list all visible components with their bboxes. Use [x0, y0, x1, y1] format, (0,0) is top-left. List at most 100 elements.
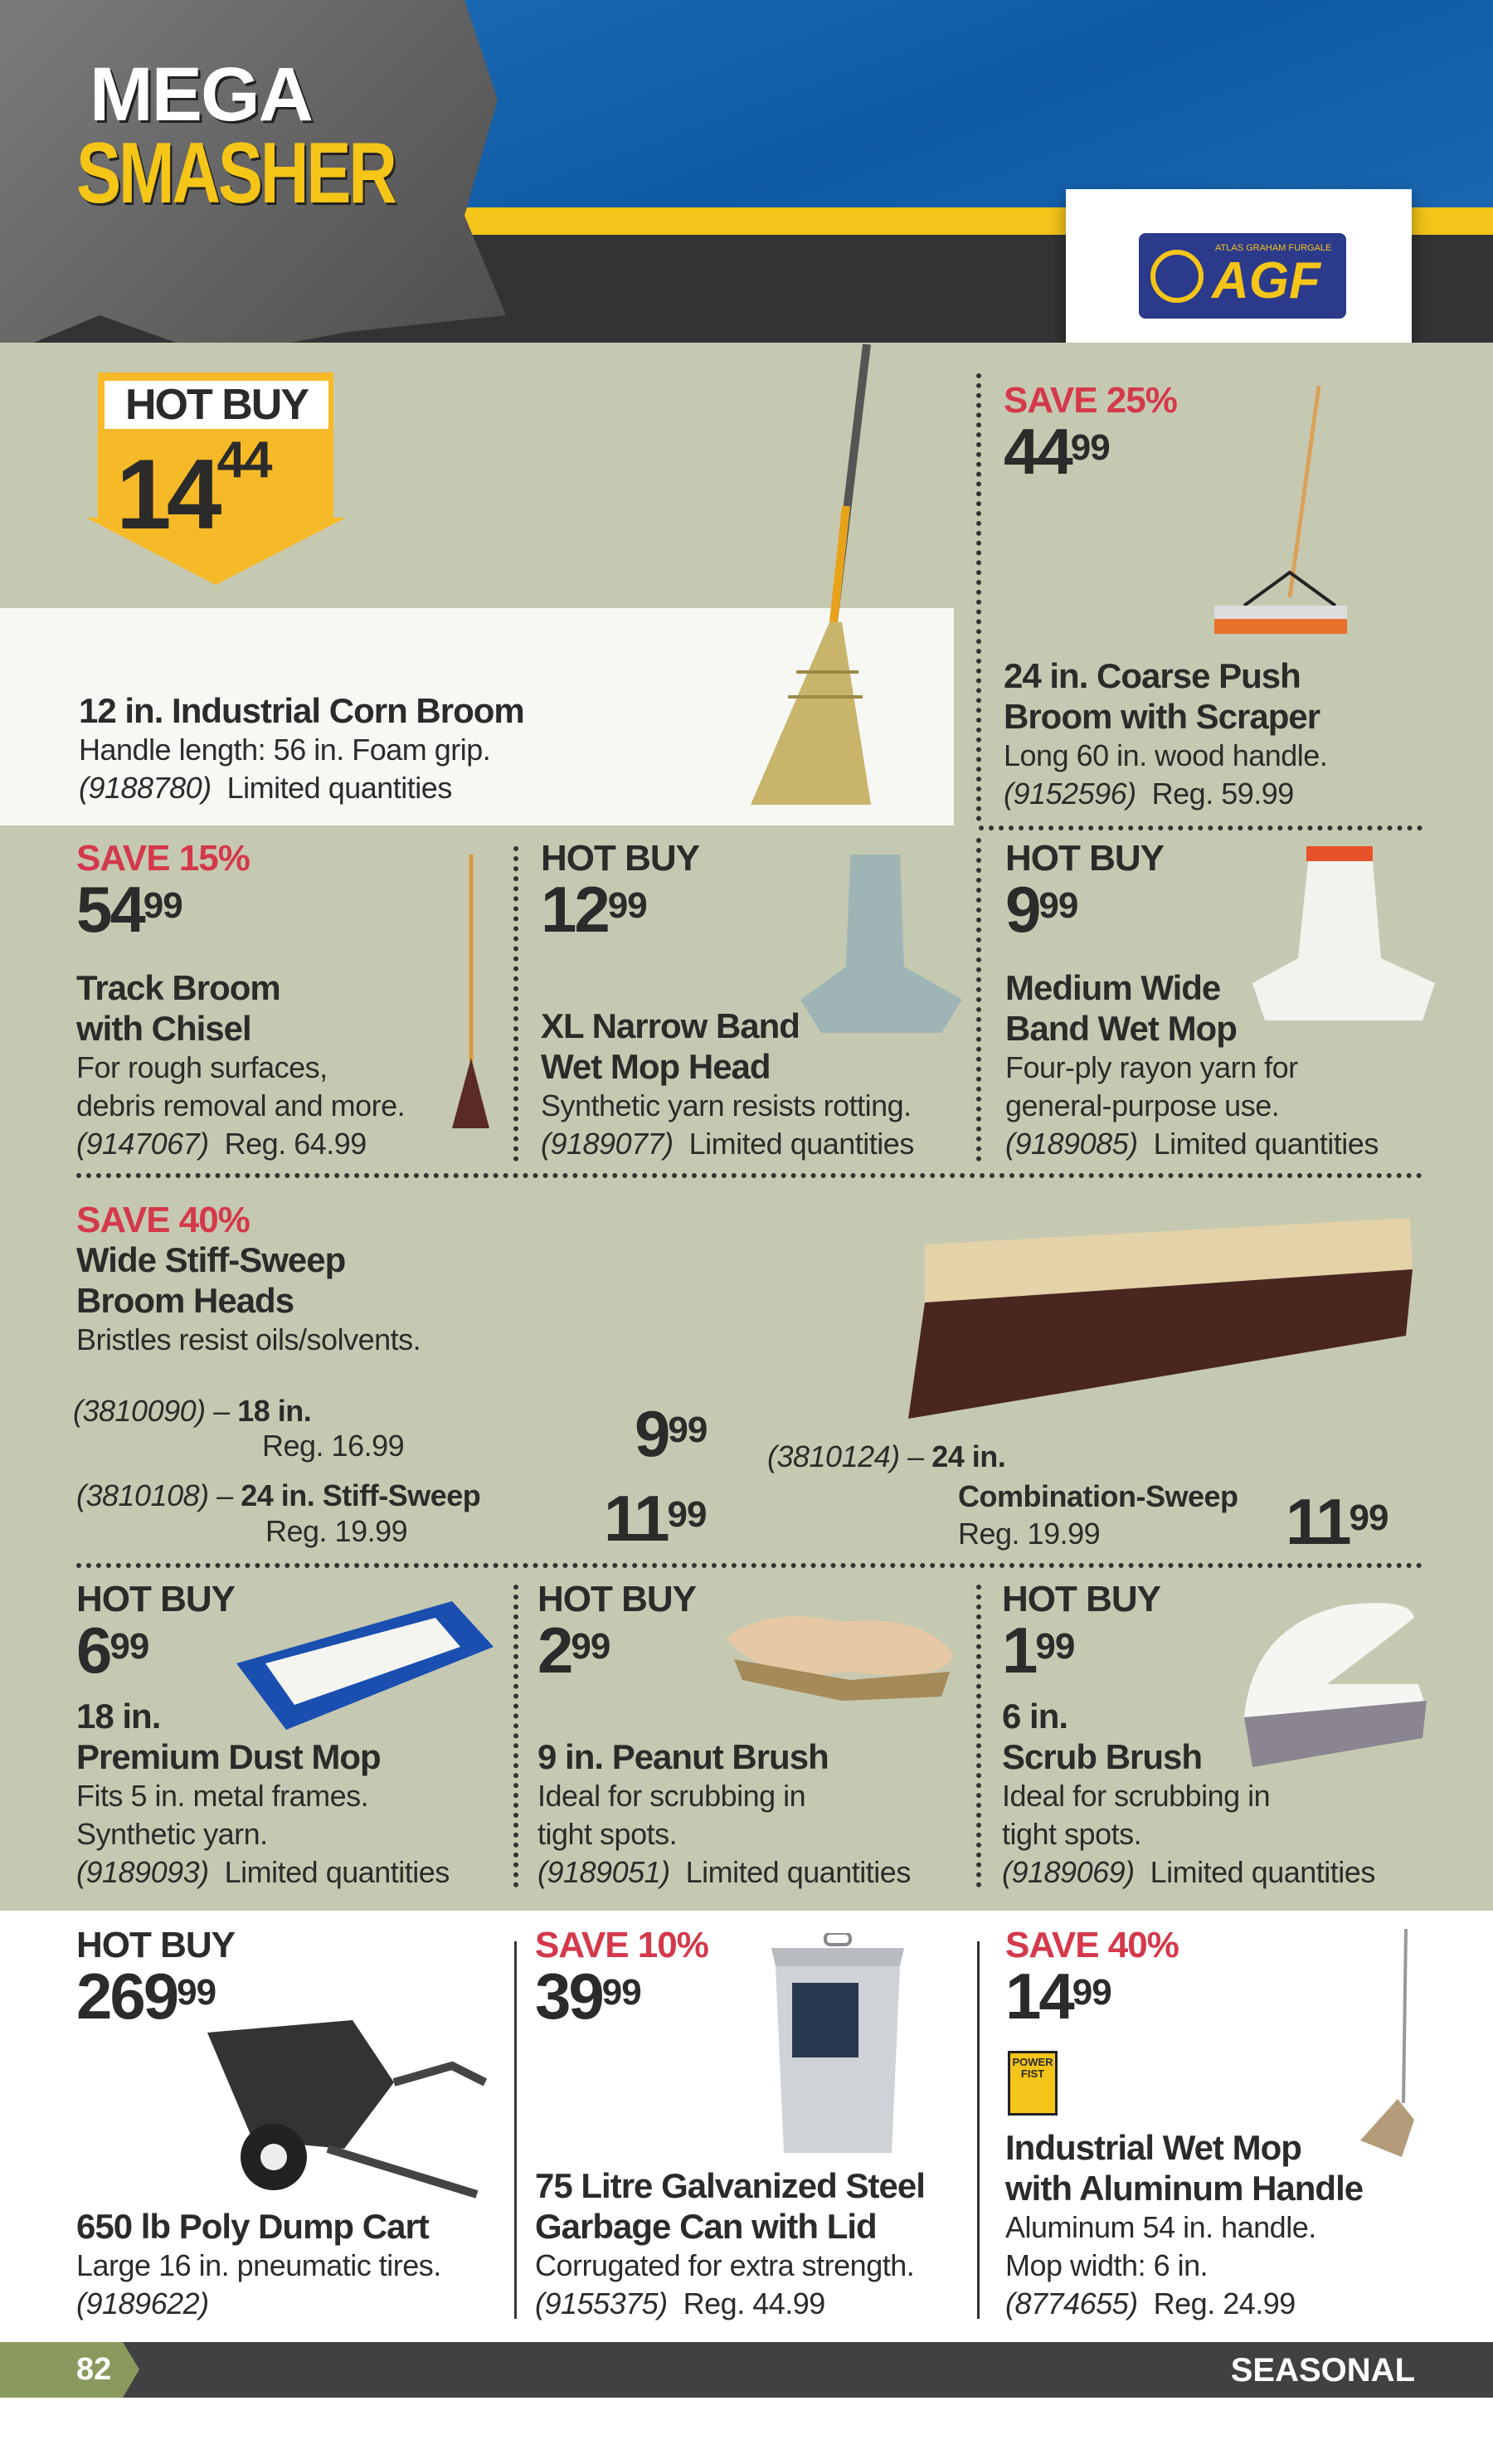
hot-buy-label: HOT BUY — [1002, 1579, 1161, 1619]
section-label: SEASONAL — [1230, 2352, 1415, 2389]
product-title: 24 in. Coarse Push Broom with Scraper — [1004, 656, 1320, 736]
product-title: 650 lb Poly Dump Cart — [76, 2207, 430, 2246]
variant-size: Combination-Sweep — [958, 1479, 1238, 1513]
divider — [514, 1941, 517, 2319]
divider — [976, 373, 981, 821]
track-broom-image — [452, 855, 489, 1128]
save-badge: SAVE 40% — [76, 1200, 250, 1240]
price: 3999 — [535, 1960, 642, 2033]
wet-mop-image — [1252, 846, 1435, 1020]
price: 4499 — [1004, 415, 1111, 488]
hot-buy-badge: HOT BUY 1444 — [86, 373, 346, 585]
product-card[interactable]: SAVE 10% 3999 75 Litre Galvanized Steel Ga… — [535, 1926, 975, 2323]
sku: (9189085) — [1005, 1127, 1138, 1161]
hot-buy-label: HOT BUY — [541, 838, 700, 879]
sku: (9189077) — [541, 1127, 674, 1161]
divider — [513, 846, 518, 1161]
footer-bar — [0, 2342, 1493, 2398]
dust-mop-image — [236, 1601, 494, 1730]
product-title: XL Narrow Band Wet Mop Head — [541, 1006, 800, 1086]
product-desc: Fits 5 in. metal frames. Synthetic yarn. — [76, 1779, 369, 1851]
note: Reg. 64.99 — [224, 1127, 367, 1161]
sku: (9189622) — [76, 2286, 209, 2320]
product-desc: Bristles resist oils/solvents. — [76, 1322, 421, 1356]
divider — [76, 1563, 1422, 1568]
price: 1444 — [116, 431, 272, 550]
product-card[interactable]: HOT BUY 699 18 in. Premium Dust Mop Fits 5 … — [76, 1580, 508, 1892]
sku: (9188780) — [79, 771, 212, 805]
note: Limited quantities — [688, 1127, 915, 1161]
cracked-rock-graphic — [0, 0, 506, 357]
scrub-brush-image — [1244, 1603, 1427, 1767]
product-card[interactable]: SAVE 40% 1499 Industrial Wet Mop with Alum… — [1005, 1926, 1437, 2323]
divider — [976, 838, 981, 1161]
divider — [976, 1585, 981, 1887]
variant-row: (3810108) – 24 in. Stiff-Sweep — [76, 1478, 481, 1512]
hot-buy-label: HOT BUY — [76, 1925, 236, 1965]
price: 1299 — [541, 873, 648, 946]
product-desc: Four-ply rayon yarn for general-purpose u… — [1005, 1050, 1298, 1122]
save-badge: SAVE 40% — [1005, 1925, 1179, 1965]
product-desc: Aluminum 54 in. handle. Mop width: 6 in. — [1005, 2210, 1316, 2282]
product-card[interactable]: HOT BUY 1299 XL Narrow Band Wet Mop Head Sy… — [541, 840, 972, 1163]
product-card[interactable]: SAVE 15% 5499 Track Broom with Chisel For r… — [76, 840, 508, 1163]
price: 26999 — [76, 1960, 216, 2033]
hot-buy-label: HOT BUY — [537, 1579, 697, 1619]
mega-title: MEGA — [90, 52, 314, 137]
price: 199 — [1002, 1614, 1075, 1687]
product-desc: Ideal for scrubbing in tight spots. — [537, 1779, 806, 1851]
sku: (9155375) — [535, 2286, 668, 2320]
product-card[interactable]: HOT BUY 999 Medium Wide Band Wet Mop Four-p… — [1005, 840, 1437, 1163]
featured-product[interactable]: 12 in. Industrial Corn Broom Handle leng… — [79, 690, 525, 807]
note: Limited quantities — [226, 771, 453, 805]
product-card[interactable]: HOT BUY 26999 650 lb Poly Dump Cart Large … — [76, 1926, 508, 2323]
garbage-can-image — [771, 1933, 904, 2153]
smasher-title: SMASHER — [76, 125, 397, 222]
product-title: 18 in. Premium Dust Mop — [76, 1697, 382, 1776]
sku: (9147067) — [76, 1127, 209, 1161]
price: 1199 — [1286, 1485, 1388, 1558]
product-desc: Ideal for scrubbing in tight spots. — [1002, 1779, 1271, 1851]
reg-price: Reg. 19.99 — [958, 1517, 1101, 1551]
save-badge: SAVE 25% — [1004, 380, 1178, 421]
sku: (9189093) — [76, 1855, 209, 1889]
product-desc: Synthetic yarn resists rotting. — [541, 1088, 912, 1122]
note: Limited quantities — [685, 1855, 912, 1889]
price: 5499 — [76, 873, 183, 946]
product-card[interactable]: SAVE 25% 4499 24 in. Coarse Push Broom wit… — [1004, 382, 1435, 813]
save-badge: SAVE 15% — [76, 838, 250, 879]
dump-cart-image — [207, 2020, 488, 2199]
product-desc: Handle length: 56 in. Foam grip. — [79, 733, 491, 767]
peanut-brush-image — [726, 1616, 954, 1701]
wet-mop-aluminum-image — [1360, 1929, 1414, 2157]
agf-logo: ATLAS GRAHAM FURGALE AGF — [1139, 233, 1346, 319]
broom-head-image — [908, 1218, 1413, 1419]
price: 1199 — [604, 1482, 707, 1555]
price: 999 — [635, 1397, 708, 1470]
broom-heads-product[interactable]: SAVE 40% Wide Stiff-Sweep Broom Heads Bri… — [76, 1201, 421, 1359]
product-title: 9 in. Peanut Brush — [537, 1737, 829, 1776]
divider — [76, 1173, 1422, 1178]
divider — [977, 1941, 980, 2319]
sku: (9189051) — [537, 1855, 670, 1889]
sku: (9189069) — [1002, 1855, 1135, 1889]
reg-price: Reg. 19.99 — [265, 1514, 408, 1548]
note: Reg. 59.99 — [1151, 777, 1295, 811]
product-title: Industrial Wet Mop with Aluminum Handle — [1005, 2128, 1364, 2208]
hot-buy-label: HOT BUY — [76, 1579, 236, 1619]
sku: (9152596) — [1004, 777, 1136, 811]
page-tab — [0, 2342, 139, 2398]
product-desc: For rough surfaces, debris removal and mo… — [76, 1050, 406, 1122]
product-card[interactable]: HOT BUY 299 9 in. Peanut Brush Ideal for s… — [537, 1580, 969, 1892]
product-title: Track Broom with Chisel — [76, 968, 281, 1048]
product-card[interactable]: HOT BUY 199 6 in. Scrub Brush Ideal for scr… — [1002, 1580, 1433, 1892]
price: 699 — [76, 1614, 149, 1687]
divider — [979, 825, 1422, 830]
hot-buy-label: HOT BUY — [1005, 838, 1165, 879]
product-title: Wide Stiff-Sweep Broom Heads — [76, 1240, 346, 1320]
product-desc: Long 60 in. wood handle. — [1004, 738, 1328, 772]
product-desc: Large 16 in. pneumatic tires. — [76, 2248, 441, 2282]
divider — [513, 1585, 518, 1887]
product-title: 12 in. Industrial Corn Broom — [79, 691, 525, 730]
sku: (8774655) — [1005, 2286, 1138, 2320]
